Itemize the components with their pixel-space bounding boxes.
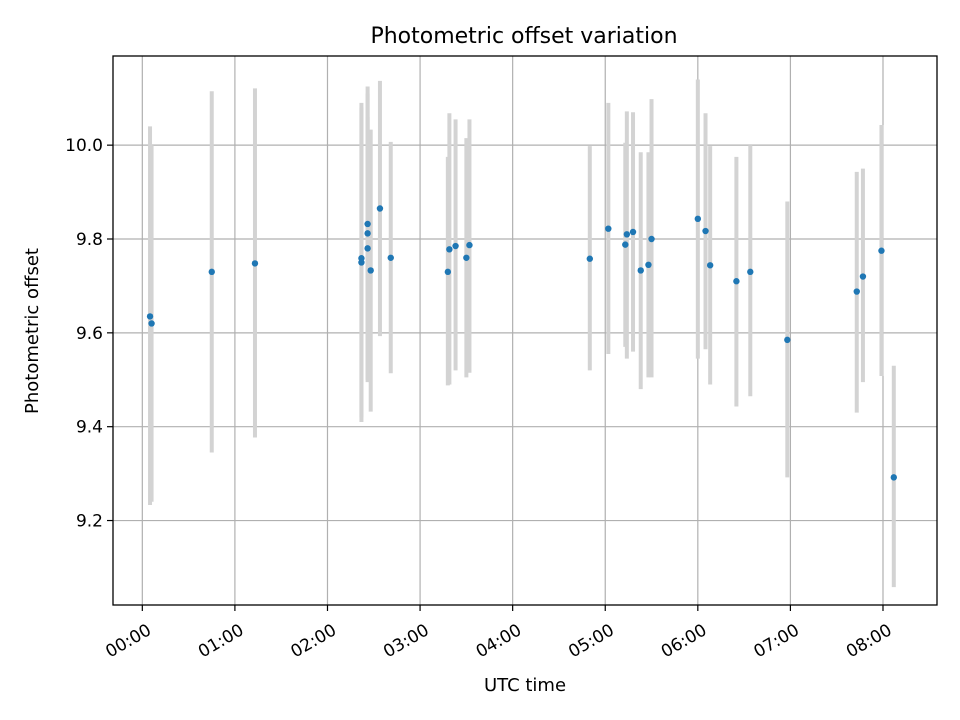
data-point [890,474,897,481]
data-point [733,278,740,285]
x-tick-label: 02:00 [288,620,340,662]
y-tick-label: 9.8 [76,230,103,250]
data-point [358,259,365,266]
data-point [622,241,629,248]
y-tick-label: 9.6 [76,324,103,344]
y-tick-label: 9.4 [76,418,103,438]
data-point [878,247,885,254]
data-point [648,235,655,243]
data-point [784,336,791,344]
x-tick-label: 04:00 [473,620,525,662]
data-point [645,261,652,269]
data-point [208,268,215,276]
data-point [623,231,631,238]
data-point [387,254,394,261]
data-point [446,246,453,253]
data-point [605,225,612,232]
data-point [853,288,860,295]
data-point [702,227,709,235]
data-point [367,267,374,274]
x-tick-label: 07:00 [750,620,802,662]
x-tick-label: 03:00 [380,620,432,662]
x-tick-label: 05:00 [565,620,617,662]
x-tick-label: 08:00 [843,620,895,662]
data-point [364,245,371,252]
data-point [629,228,637,236]
data-point [251,260,259,267]
data-point [364,220,371,228]
data-point [586,255,594,262]
data-point [706,262,714,269]
data-point [637,267,644,274]
axis-ticks: 00:00 01:00 02:00 03:00 04:00 05:00 06:00 07:00… [65,136,895,662]
data-point [376,205,384,212]
data-points [146,205,897,481]
data-point [364,230,371,237]
data-point [452,242,459,250]
data-point [466,241,473,249]
y-axis-label: Photometric offset [22,248,43,414]
y-tick-label: 9.2 [76,512,103,532]
data-point [146,313,154,320]
data-point [444,268,452,276]
x-tick-label: 00:00 [102,620,154,662]
data-point [859,273,867,280]
chart-title: Photometric offset variation [370,24,677,49]
data-point [148,320,155,327]
plot-frame [112,55,938,606]
x-tick-label: 01:00 [195,620,247,662]
data-point [747,268,754,276]
x-axis-label: UTC time [484,675,566,696]
grid [113,56,937,605]
x-tick-label: 06:00 [658,620,710,662]
y-tick-label: 10.0 [65,136,103,156]
data-point [694,215,702,223]
data-point [463,254,470,261]
